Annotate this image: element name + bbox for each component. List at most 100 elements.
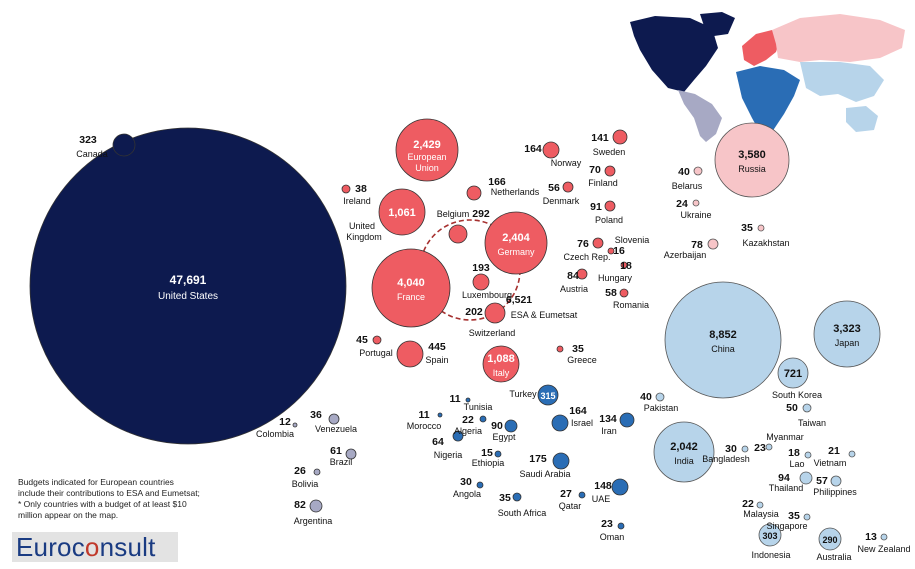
value-label-turkey: 315	[540, 391, 555, 401]
name-label-pakistan: Pakistan	[644, 403, 679, 413]
name-label-european-union: Union	[415, 163, 439, 173]
value-label-european-union: 2,429	[413, 139, 441, 151]
name-label-ireland: Ireland	[343, 196, 371, 206]
name-label-ethiopia: Ethiopia	[472, 458, 505, 468]
name-label-sweden: Sweden	[593, 147, 626, 157]
value-label-australia: 290	[822, 535, 837, 545]
value-label-italy: 1,088	[487, 353, 515, 365]
bubble-malaysia	[756, 501, 764, 509]
value-label-bolivia: 26	[294, 465, 306, 477]
footnote-line: Budgets indicated for European countries	[18, 477, 174, 487]
value-label-japan: 3,323	[833, 323, 861, 335]
value-label-denmark: 56	[548, 182, 560, 194]
name-label-venezuela: Venezuela	[315, 424, 357, 434]
bubble-pakistan	[655, 392, 665, 402]
value-label-algeria: 22	[462, 414, 474, 426]
value-label-qatar: 27	[560, 488, 572, 500]
label-layer: 47,691 United States 8,852 China 6,521 ESA & …	[76, 132, 910, 562]
value-label-austria: 84	[567, 270, 579, 282]
value-label-taiwan: 50	[786, 402, 798, 414]
bubble-australia	[818, 527, 842, 551]
bubble-finland	[604, 165, 616, 177]
name-label-israel: Israel	[571, 418, 593, 428]
bubble-hungary	[620, 261, 628, 269]
bubble-romania	[619, 288, 629, 298]
bubble-belarus	[693, 166, 703, 176]
bubble-egypt	[504, 419, 518, 433]
name-label-belarus: Belarus	[672, 181, 703, 191]
name-label-slovenia: Slovenia	[615, 235, 650, 245]
name-label-france: France	[397, 292, 425, 302]
name-label-italy: Italy	[493, 368, 510, 378]
name-label-egypt: Egypt	[492, 432, 516, 442]
value-label-egypt: 90	[491, 420, 503, 432]
value-label-germany: 2,404	[502, 232, 530, 244]
name-label-norway: Norway	[551, 158, 582, 168]
value-label-new-zealand: 13	[865, 531, 877, 543]
bubble-switzerland	[484, 302, 506, 324]
value-label-brazil: 61	[330, 445, 342, 457]
bubble-france	[371, 248, 451, 328]
map-asia	[800, 62, 884, 102]
value-label-angola: 30	[460, 476, 472, 488]
value-label-ukraine: 24	[676, 198, 688, 210]
euroconsult-logo: Euroconsult	[12, 532, 178, 562]
bubble-canada	[112, 133, 136, 157]
value-label-kazakhstan: 35	[741, 222, 753, 234]
name-label-romania: Romania	[613, 300, 649, 310]
name-label-colombia: Colombia	[256, 429, 294, 439]
value-label-czech-rep: 76	[577, 238, 589, 250]
bubble-united-states	[29, 127, 347, 445]
value-label-poland: 91	[590, 201, 602, 213]
value-label-spain: 445	[428, 341, 446, 353]
bubble-italy	[482, 345, 520, 383]
name-label-greece: Greece	[567, 355, 597, 365]
map-western-europe	[742, 30, 780, 66]
value-label-south-africa: 35	[499, 492, 511, 504]
bubble-saudi-arabia	[552, 452, 570, 470]
bubble-poland	[604, 200, 616, 212]
footnote-line: include their contributions to ESA and E…	[18, 488, 200, 498]
bubble-south-korea	[777, 357, 809, 389]
bubble-denmark	[562, 181, 574, 193]
name-label-finland: Finland	[588, 178, 618, 188]
value-label-india: 2,042	[670, 441, 698, 453]
name-label-argentina: Argentina	[294, 516, 333, 526]
bubble-thailand	[799, 471, 813, 485]
value-label-iran: 134	[599, 413, 617, 425]
name-label-south-korea: South Korea	[772, 390, 822, 400]
value-label-pakistan: 40	[640, 391, 652, 403]
name-label-china: China	[711, 344, 735, 354]
value-label-indonesia: 303	[762, 531, 777, 541]
name-label-tunisia: Tunisia	[464, 402, 493, 412]
bubble-germany	[484, 211, 548, 275]
name-label-netherlands: Netherlands	[491, 187, 540, 197]
value-label-norway: 164	[524, 143, 542, 155]
name-label-australia: Australia	[816, 552, 851, 562]
name-label-united-states: United States	[158, 291, 218, 302]
bubble-russia	[714, 122, 790, 198]
name-label-thailand: Thailand	[769, 483, 804, 493]
value-label-nigeria: 64	[432, 436, 444, 448]
footnote-line: * Only countries with a budget of at lea…	[18, 499, 187, 509]
name-label-oman: Oman	[600, 532, 625, 542]
bubble-new-zealand	[880, 533, 888, 541]
bubble-iran	[619, 412, 635, 428]
name-label-luxembourg: Luxembourg	[462, 290, 512, 300]
bubble-brazil	[345, 448, 357, 460]
bubble-myanmar	[765, 443, 773, 451]
bubble-china	[664, 281, 782, 399]
bubble-ireland	[341, 184, 351, 194]
value-label-colombia: 12	[279, 416, 291, 428]
value-label-romania: 58	[605, 287, 617, 299]
value-label-south-korea: 721	[784, 368, 802, 380]
value-label-finland: 70	[589, 164, 601, 176]
bubble-european-union	[395, 118, 459, 182]
name-label-japan: Japan	[835, 338, 860, 348]
value-label-oman: 23	[601, 518, 613, 530]
bubble-india	[653, 421, 715, 483]
name-label-algeria: Algeria	[454, 426, 482, 436]
value-label-tunisia: 11	[449, 393, 460, 405]
name-label-canada: Canada	[76, 149, 108, 159]
